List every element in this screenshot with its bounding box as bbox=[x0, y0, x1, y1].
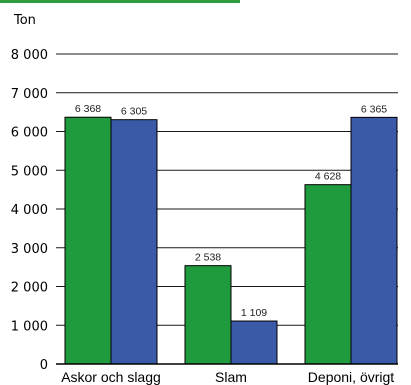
y-tick-label-5: 5 000 bbox=[11, 164, 48, 179]
category-label-0: Askor och slagg bbox=[61, 369, 161, 385]
y-tick-label-6: 6 000 bbox=[11, 126, 48, 141]
x-axis-category-labels: Askor och slagg Slam Deponi, övrigt bbox=[61, 369, 394, 385]
y-tick-label-0: 0 bbox=[40, 358, 48, 373]
bar-1-series-0 bbox=[184, 265, 232, 365]
bar-value-label-0-1: 6 305 bbox=[121, 106, 147, 118]
bar-value-label-2-1: 6 365 bbox=[361, 103, 387, 115]
bar-0-series-0 bbox=[64, 116, 112, 365]
y-tick-label-7: 7 000 bbox=[11, 87, 48, 102]
category-label-1: Slam bbox=[215, 369, 247, 385]
y-axis-tick-labels: 0 1 000 2 000 3 000 4 000 5 000 6 000 7 000 8 00… bbox=[11, 48, 48, 373]
bar-2-series-0 bbox=[304, 184, 352, 365]
category-label-2: Deponi, övrigt bbox=[308, 369, 394, 385]
bar-value-label-0-0: 6 368 bbox=[75, 103, 101, 115]
bar-0-series-1 bbox=[110, 119, 158, 365]
bar-1-series-1 bbox=[230, 320, 278, 365]
bars bbox=[64, 116, 398, 365]
bar-2-series-1 bbox=[350, 116, 398, 365]
bar-value-label-2-0: 4 628 bbox=[315, 171, 341, 183]
y-tick-label-8: 8 000 bbox=[11, 48, 48, 63]
bar-value-label-1-0: 2 538 bbox=[195, 252, 221, 264]
title-strip bbox=[0, 0, 240, 3]
y-tick-label-2: 2 000 bbox=[11, 281, 48, 296]
y-axis-unit-label: Ton bbox=[13, 13, 36, 28]
y-tick-label-4: 4 000 bbox=[11, 203, 48, 218]
y-tick-label-1: 1 000 bbox=[11, 319, 48, 334]
y-tick-label-3: 3 000 bbox=[11, 242, 48, 257]
bar-value-labels: 6 368 6 305 2 538 1 109 4 628 6 365 bbox=[75, 103, 387, 319]
bar-value-label-1-1: 1 109 bbox=[241, 307, 267, 319]
